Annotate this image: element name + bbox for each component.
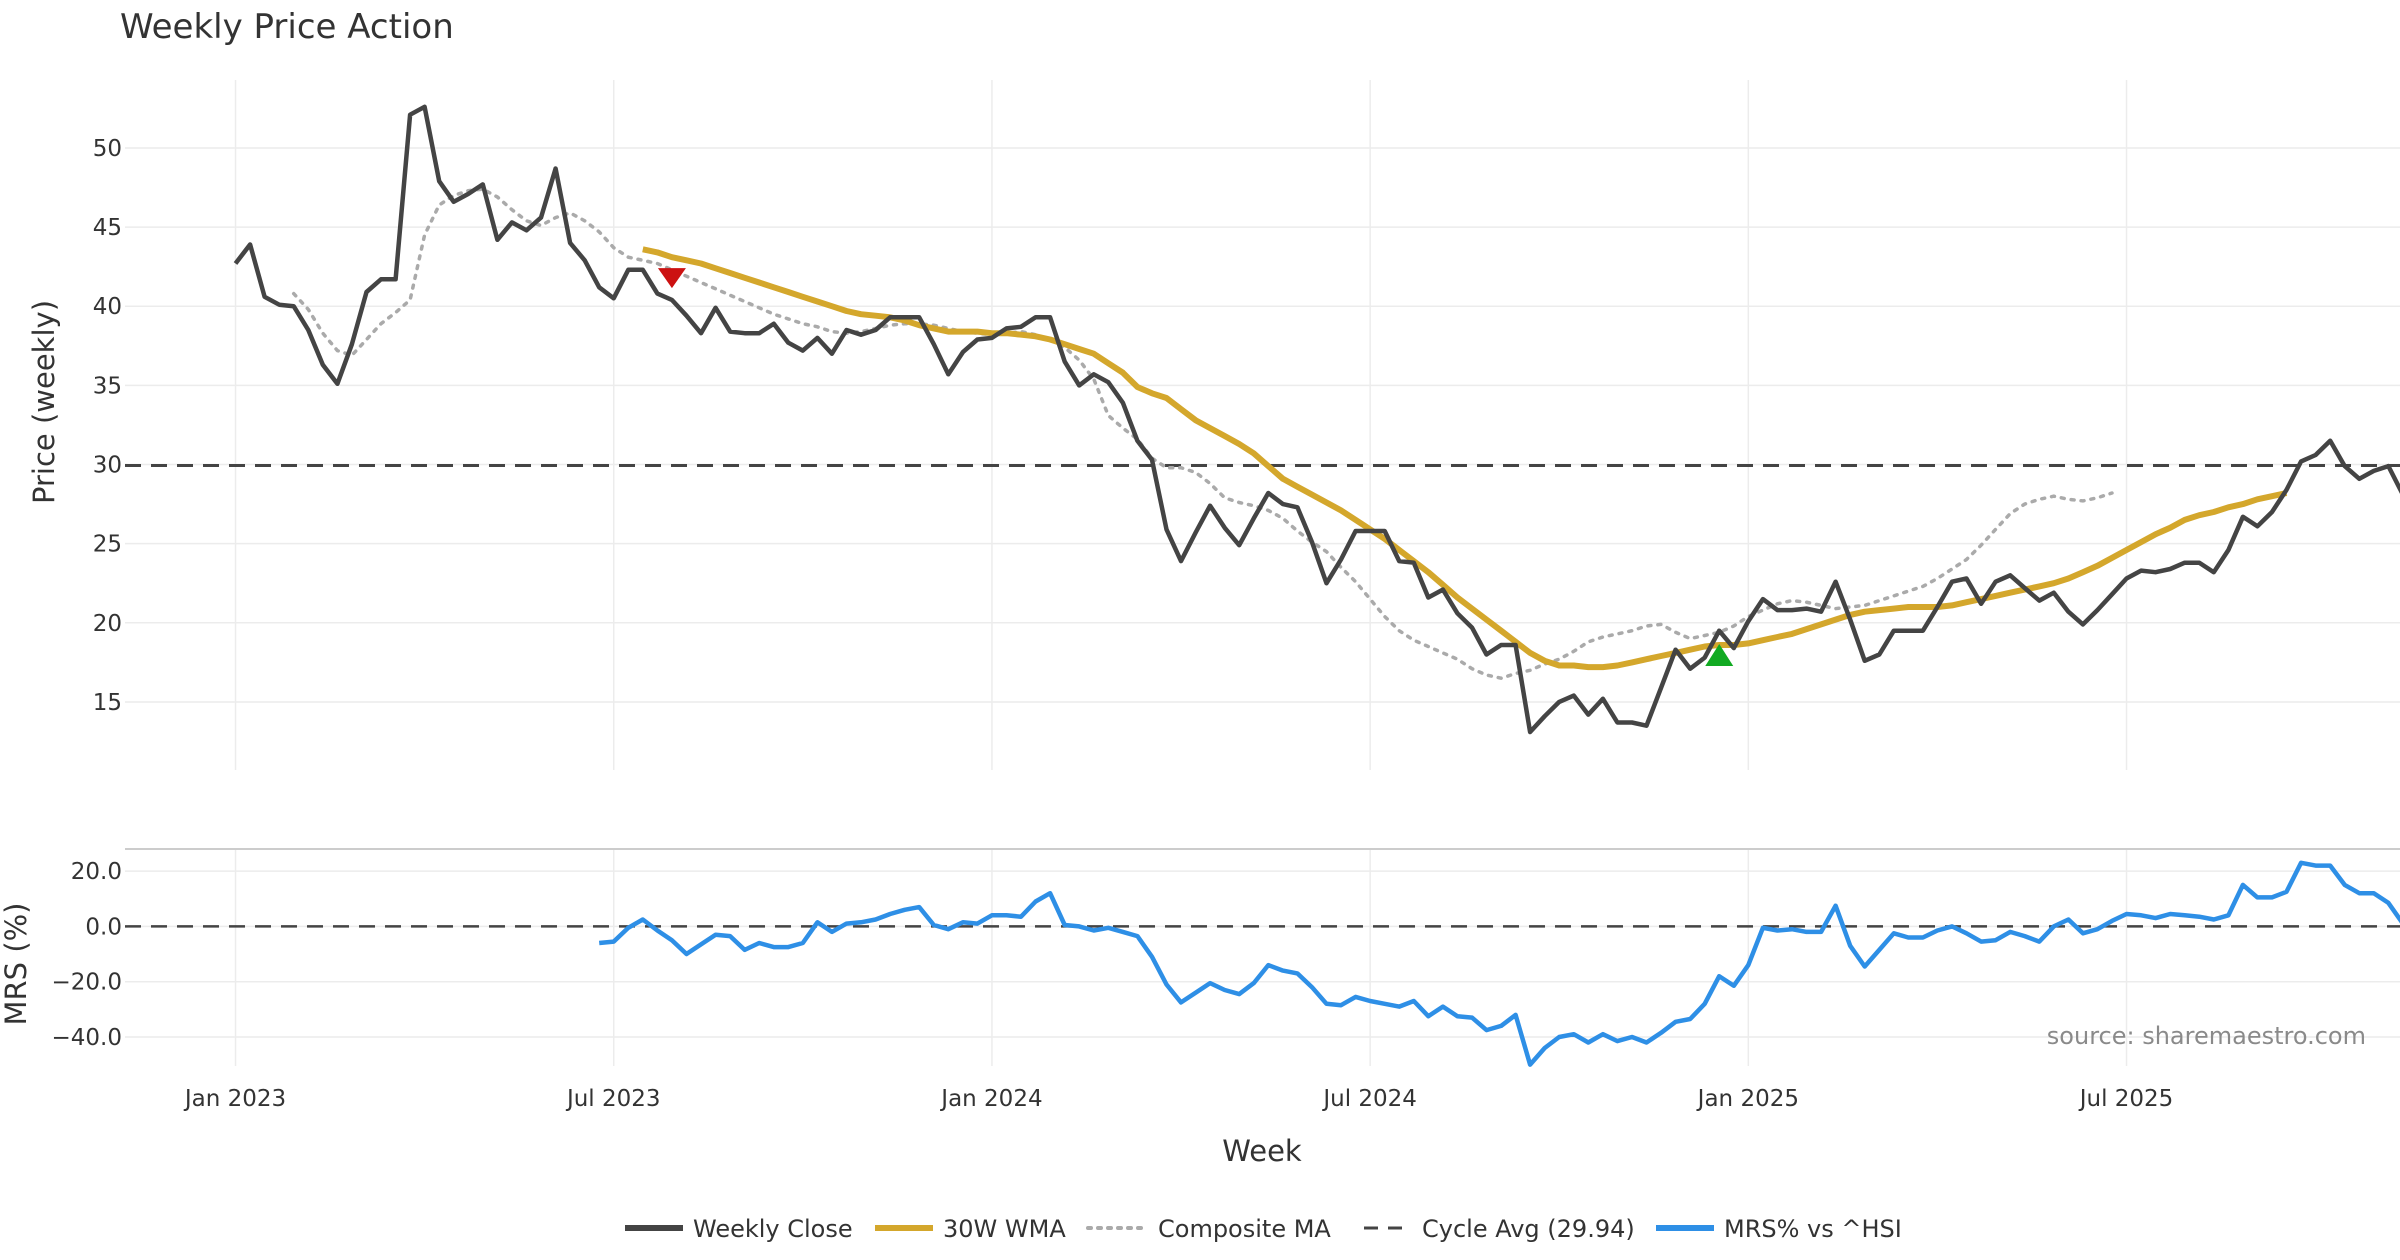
price-y-tick-label: 20 xyxy=(93,611,122,637)
price-y-tick-label: 45 xyxy=(93,215,122,241)
composite-ma-line xyxy=(291,187,2114,681)
legend-label-wma: 30W WMA xyxy=(943,1215,1066,1243)
legend-label-composite: Composite MA xyxy=(1158,1215,1331,1243)
mrs-y-tick-label: −20.0 xyxy=(52,970,122,996)
weekly-close-line xyxy=(233,104,2400,735)
price-y-tick-label: 40 xyxy=(93,294,122,320)
sell-signal-marker xyxy=(657,268,686,289)
mrs-y-tick-label: −40.0 xyxy=(52,1025,122,1051)
x-tick-label: Jul 2023 xyxy=(565,1086,661,1112)
x-tick-label: Jan 2025 xyxy=(1696,1086,1799,1112)
mrs-y-ticks: 20.0 0.0 −20.0 −40.0 xyxy=(52,859,122,1051)
x-axis-label: Week xyxy=(1222,1134,1302,1168)
x-ticks: Jan 2023 Jul 2023 Jan 2024 Jul 2024 Jan 2025… xyxy=(183,1086,2173,1112)
mrs-line xyxy=(598,860,2400,1067)
x-tick-label: Jan 2023 xyxy=(183,1086,286,1112)
source-attribution: source: sharemaestro.com xyxy=(2047,1022,2366,1050)
legend: Weekly Close 30W WMA Composite MA Cycle … xyxy=(625,1215,1902,1243)
mrs-y-tick-label: 0.0 xyxy=(85,914,122,940)
price-y-tick-label: 35 xyxy=(93,373,122,399)
chart-title: Weekly Price Action xyxy=(120,7,454,47)
x-tick-label: Jul 2025 xyxy=(2078,1086,2174,1112)
x-tick-label: Jan 2024 xyxy=(939,1086,1042,1112)
price-y-ticks: 15 20 25 30 35 40 45 50 xyxy=(93,136,122,716)
price-gridlines xyxy=(125,80,2400,770)
price-y-tick-label: 15 xyxy=(93,690,122,716)
x-tick-label: Jul 2024 xyxy=(1321,1086,1417,1112)
wma-line xyxy=(642,246,2288,671)
price-y-tick-label: 30 xyxy=(93,453,122,479)
legend-label-mrs: MRS% vs ^HSI xyxy=(1724,1215,1902,1243)
legend-label-cycle: Cycle Avg (29.94) xyxy=(1422,1215,1635,1243)
mrs-y-tick-label: 20.0 xyxy=(71,859,122,885)
mrs-y-axis-label: MRS (%) xyxy=(0,903,33,1026)
legend-label-close: Weekly Close xyxy=(693,1215,853,1243)
price-y-axis-label: Price (weekly) xyxy=(27,300,61,504)
buy-signal-marker xyxy=(1705,644,1734,667)
price-y-tick-label: 50 xyxy=(93,136,122,162)
price-y-tick-label: 25 xyxy=(93,532,122,558)
